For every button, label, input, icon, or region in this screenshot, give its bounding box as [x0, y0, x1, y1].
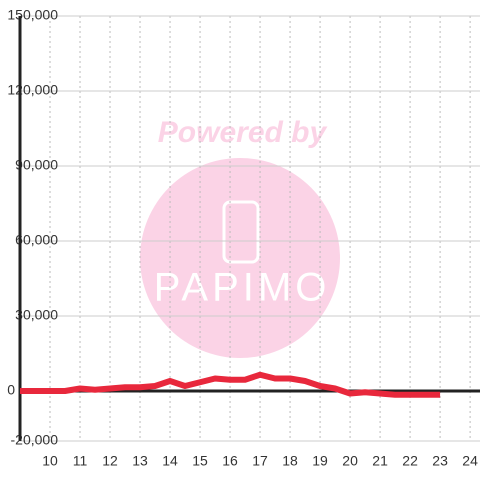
x-tick-label: 10	[42, 453, 58, 469]
watermark-brand: PAPIMO	[154, 266, 331, 310]
watermark-phone	[222, 200, 260, 264]
x-tick-label: 17	[252, 453, 268, 469]
y-tick-label: 0	[7, 382, 15, 398]
x-tick-label: 16	[222, 453, 238, 469]
x-tick-label: 13	[132, 453, 148, 469]
x-tick-label: 19	[312, 453, 328, 469]
x-tick-label: 11	[73, 453, 88, 469]
data-line	[20, 371, 441, 398]
y-tick-label: 90,000	[15, 157, 58, 173]
y-tick-label: 30,000	[15, 307, 58, 323]
x-tick-label: 18	[282, 453, 298, 469]
y-tick-label: 150,000	[7, 7, 58, 23]
x-tick-label: 21	[372, 453, 388, 469]
x-tick-label: 12	[102, 453, 118, 469]
x-tick-label: 24	[462, 453, 478, 469]
y-tick-label: 120,000	[7, 82, 58, 98]
x-tick-label: 20	[342, 453, 358, 469]
x-tick-label: 23	[432, 453, 448, 469]
y-tick-label: 60,000	[15, 232, 58, 248]
x-tick-label: 14	[162, 453, 178, 469]
x-tick-label: 15	[192, 453, 208, 469]
watermark: Powered by PAPIMO	[140, 116, 340, 358]
watermark-circle	[140, 158, 340, 358]
watermark-caption: Powered by	[158, 116, 328, 149]
y-tick-label: -20,000	[11, 432, 59, 448]
x-tick-label: 22	[402, 453, 418, 469]
